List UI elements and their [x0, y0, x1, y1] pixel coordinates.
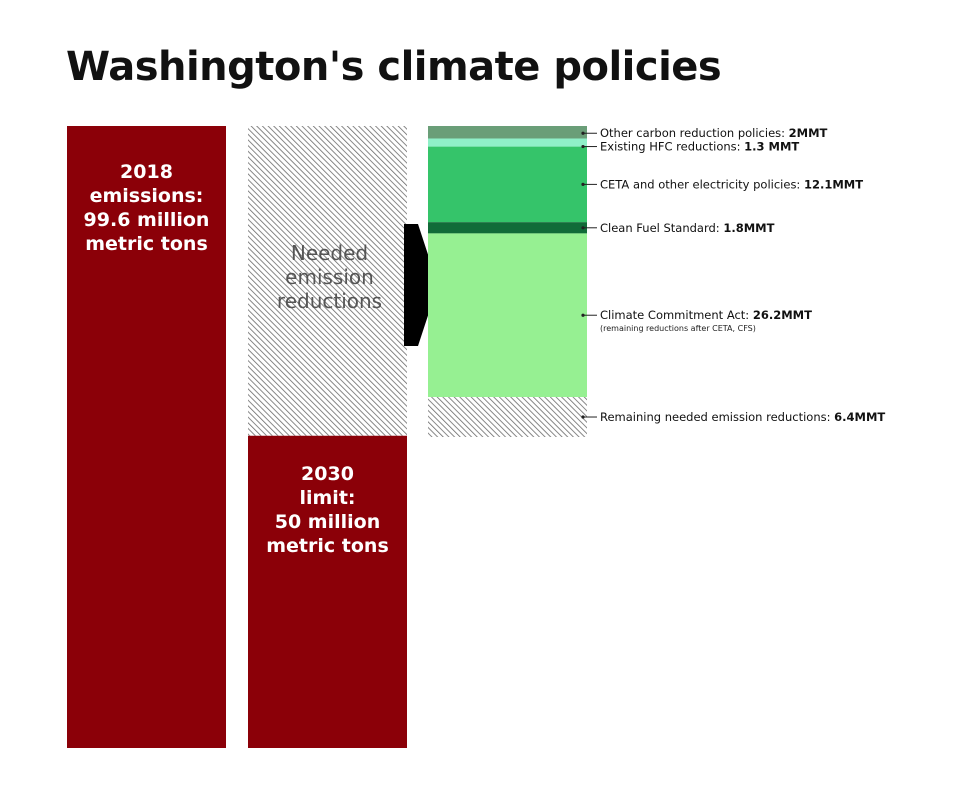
bar-2018-emissions	[67, 126, 226, 748]
bar-needed-reductions	[248, 126, 407, 436]
segment-note: (remaining reductions after CETA, CFS)	[600, 324, 756, 333]
segment-bar	[428, 222, 587, 234]
arrow-right-icon	[404, 224, 438, 346]
segment-leader-dot	[581, 415, 585, 419]
segment-bar	[428, 138, 587, 147]
segment-leader-dot	[581, 313, 585, 317]
segment-leader-dot	[581, 226, 585, 230]
chart-title: Washington's climate policies	[66, 44, 722, 90]
needed-reductions-label: Needed emission reductions	[277, 241, 382, 313]
segment-labels-layer: Other carbon reduction policies: 2MMTExi…	[581, 126, 885, 424]
segment-label: Climate Commitment Act: 26.2MMT	[600, 308, 812, 322]
segment-bar	[428, 146, 587, 223]
bar-2030-limit	[248, 435, 407, 748]
segment-label: CETA and other electricity policies: 12.…	[600, 177, 863, 191]
segment-leader-dot	[581, 182, 585, 186]
bar-2018-label: 2018 emissions: 99.6 million metric tons	[84, 161, 210, 255]
segments-layer	[428, 126, 587, 437]
segment-leader-dot	[581, 131, 585, 135]
bars-layer: 2018 emissions: 99.6 million metric tons Nee…	[67, 126, 438, 748]
bar-2030-label: 2030 limit: 50 million metric tons	[266, 463, 389, 557]
segment-label: Existing HFC reductions: 1.3 MMT	[600, 140, 799, 154]
segment-label: Clean Fuel Standard: 1.8MMT	[600, 221, 775, 235]
segment-bar	[428, 233, 587, 398]
segment-bar	[428, 126, 587, 139]
segment-label: Remaining needed emission reductions: 6.…	[600, 410, 885, 424]
segment-label: Other carbon reduction policies: 2MMT	[600, 126, 828, 140]
segment-bar	[428, 397, 587, 437]
segment-leader-dot	[581, 144, 585, 149]
